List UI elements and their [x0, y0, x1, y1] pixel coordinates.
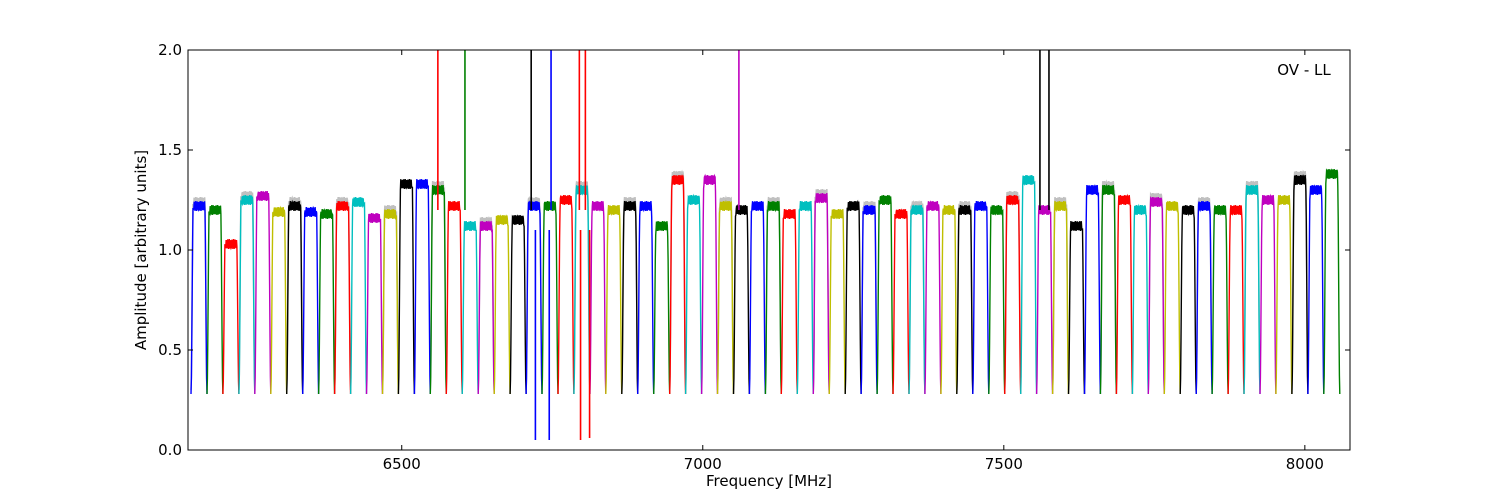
channel-series-27 [621, 200, 639, 395]
channel-series-66 [1243, 184, 1261, 395]
channel-series-63 [1195, 201, 1213, 395]
channel-series-21 [525, 200, 543, 395]
channel-series-28 [637, 200, 655, 395]
y-tick-label: 1.0 [158, 241, 182, 259]
channel-series-8 [317, 207, 336, 395]
channel-series-33 [716, 199, 735, 395]
channel-series-37 [780, 208, 798, 395]
channel-series-16 [445, 200, 463, 395]
channel-series-60 [1147, 195, 1165, 395]
x-axis-title: Frequency [MHz] [706, 472, 832, 490]
channel-series-49 [972, 201, 990, 395]
channel-series-43 [876, 194, 894, 395]
channel-series-38 [796, 200, 814, 395]
channel-series-3 [238, 194, 256, 395]
channel-series-39 [812, 192, 830, 395]
channel-series-45 [908, 204, 926, 395]
channel-series-51 [1004, 194, 1022, 395]
channel-series-24 [573, 184, 591, 395]
channel-series-31 [684, 193, 703, 395]
x-tick-label: 8000 [1286, 455, 1324, 473]
channel-series-70 [1307, 184, 1325, 395]
channel-series-41 [844, 199, 862, 395]
channel-series-5 [270, 205, 288, 395]
channel-series-42 [860, 204, 878, 395]
channel-series-26 [605, 204, 623, 395]
channel-series-11 [365, 212, 384, 395]
channel-series-59 [1131, 203, 1149, 395]
channel-series-4 [254, 190, 272, 395]
x-tick-label: 7500 [985, 455, 1023, 473]
channel-series-17 [461, 220, 479, 395]
channel-series-9 [333, 200, 352, 395]
channel-series-34 [732, 203, 751, 395]
channel-series-44 [892, 208, 910, 395]
plot-area [188, 50, 1350, 450]
axis-layer: 6500 7000 7500 8000 0.0 0.5 1.0 1.5 2.0 [158, 41, 1350, 473]
channel-series-35 [748, 200, 767, 395]
channel-series-56 [1083, 183, 1102, 395]
channel-series-58 [1115, 193, 1134, 395]
series-layer [190, 50, 1341, 440]
channel-series-52 [1020, 175, 1038, 395]
channel-series-54 [1051, 200, 1070, 395]
y-tick-label: 2.0 [158, 41, 182, 59]
channel-series-13 [397, 178, 416, 395]
channel-series-40 [828, 208, 846, 395]
channel-series-18 [477, 220, 495, 395]
channel-series-6 [286, 199, 304, 395]
channel-series-19 [493, 214, 511, 395]
y-tick-label: 0.0 [158, 441, 182, 459]
channel-series-62 [1179, 204, 1197, 395]
channel-series-55 [1067, 220, 1086, 395]
channel-series-47 [940, 204, 958, 395]
x-tick-label: 6500 [383, 455, 421, 473]
channel-series-57 [1099, 183, 1118, 395]
channel-series-2 [222, 238, 240, 395]
channel-series-67 [1259, 193, 1277, 395]
channel-series-12 [381, 209, 400, 395]
channel-series-23 [557, 195, 575, 395]
channel-series-36 [764, 200, 782, 395]
channel-series-29 [653, 220, 671, 395]
channel-series-10 [349, 196, 368, 395]
channel-series-22 [541, 200, 559, 395]
channel-series-25 [589, 200, 607, 395]
channel-series-1 [206, 205, 224, 395]
y-tick-label: 0.5 [158, 341, 182, 359]
channel-series-68 [1275, 194, 1293, 395]
channel-series-48 [956, 204, 974, 395]
channel-series-46 [924, 200, 942, 395]
y-axis-title: Amplitude [arbitrary units] [132, 150, 150, 350]
x-tick-label: 7000 [684, 455, 722, 473]
channel-series-20 [509, 214, 527, 395]
annotation-label: OV - LL [1277, 61, 1331, 79]
channel-series-61 [1163, 200, 1181, 395]
channel-series-69 [1291, 173, 1309, 395]
channel-series-71 [1323, 168, 1341, 395]
channel-series-7 [302, 205, 320, 395]
channel-series-14 [413, 178, 431, 395]
channel-series-0 [190, 200, 208, 395]
channel-series-30 [669, 173, 687, 395]
channel-series-50 [988, 204, 1006, 395]
channel-series-64 [1211, 204, 1229, 395]
y-tick-label: 1.5 [158, 141, 182, 159]
channel-series-32 [700, 173, 719, 395]
channel-series-65 [1227, 204, 1245, 395]
